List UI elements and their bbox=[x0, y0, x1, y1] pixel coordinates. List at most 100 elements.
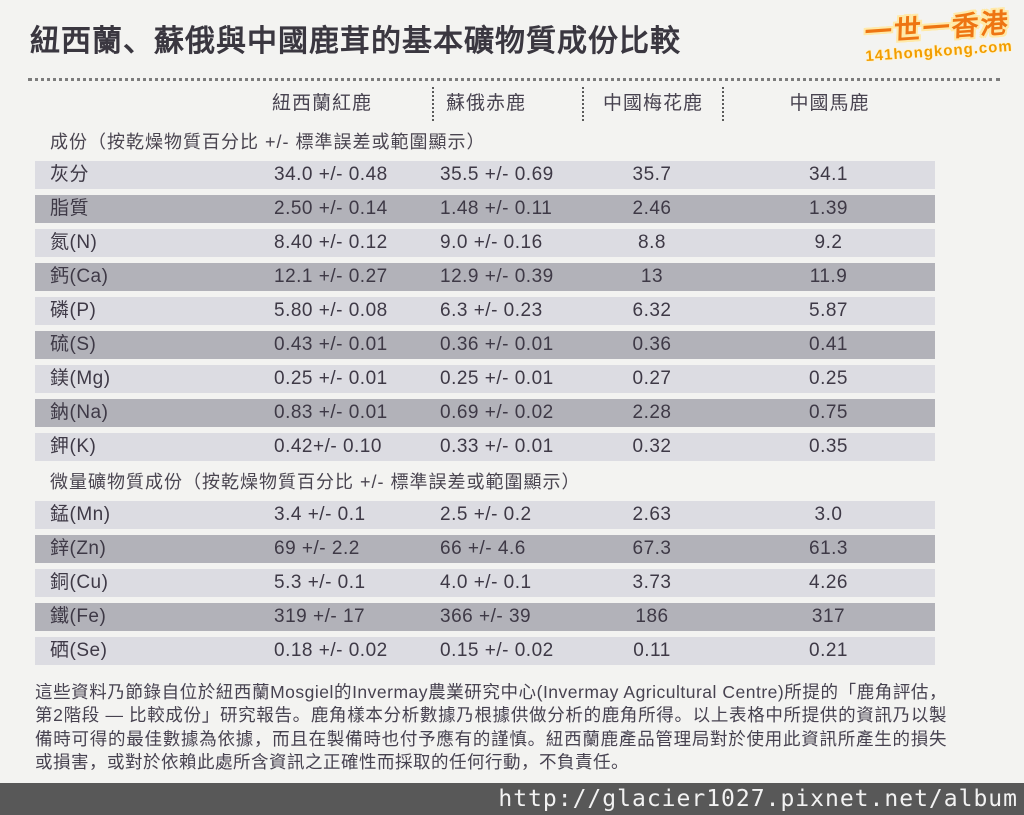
value-soviet-red-deer: 0.33 +/- 0.01 bbox=[440, 436, 554, 457]
table-row: 鋅(Zn) 69 +/- 2.2 66 +/- 4.6 67.3 61.3 bbox=[35, 535, 935, 563]
column-header-spacer bbox=[35, 87, 272, 121]
value-china-sika-deer: 35.7 bbox=[632, 164, 672, 185]
row-label: 鉀(K) bbox=[50, 436, 97, 457]
value-china-wapiti: 3.0 bbox=[814, 504, 843, 525]
value-soviet-red-deer: 4.0 +/- 0.1 bbox=[440, 572, 532, 593]
value-china-sika-deer: 0.32 bbox=[632, 436, 672, 457]
value-china-sika-deer: 2.46 bbox=[632, 198, 672, 219]
table-sections: 成份（按乾燥物質百分比 +/- 標準誤差或範圍顯示） 灰分 34.0 +/- 0… bbox=[0, 129, 1024, 665]
section-header: 微量礦物質成份（按乾燥物質百分比 +/- 標準誤差或範圍顯示） bbox=[50, 472, 581, 492]
value-nz-red-deer: 0.43 +/- 0.01 bbox=[274, 334, 388, 355]
value-nz-red-deer: 12.1 +/- 0.27 bbox=[274, 266, 388, 287]
value-china-sika-deer: 13 bbox=[640, 266, 664, 287]
url-watermark-bar: http://glacier1027.pixnet.net/album bbox=[0, 783, 1024, 815]
section-rows: 灰分 34.0 +/- 0.48 35.5 +/- 0.69 35.7 34.1… bbox=[35, 161, 935, 461]
value-china-sika-deer: 0.27 bbox=[632, 368, 672, 389]
value-soviet-red-deer: 66 +/- 4.6 bbox=[440, 538, 526, 559]
value-china-sika-deer: 67.3 bbox=[632, 538, 672, 559]
value-china-sika-deer: 6.32 bbox=[632, 300, 672, 321]
value-soviet-red-deer: 0.15 +/- 0.02 bbox=[440, 640, 554, 661]
value-nz-red-deer: 34.0 +/- 0.48 bbox=[274, 164, 388, 185]
table-row: 鎂(Mg) 0.25 +/- 0.01 0.25 +/- 0.01 0.27 0… bbox=[35, 365, 935, 393]
value-soviet-red-deer: 9.0 +/- 0.16 bbox=[440, 232, 543, 253]
row-label: 鈉(Na) bbox=[50, 402, 109, 423]
table-row: 錳(Mn) 3.4 +/- 0.1 2.5 +/- 0.2 2.63 3.0 bbox=[35, 501, 935, 529]
section-header: 成份（按乾燥物質百分比 +/- 標準誤差或範圍顯示） bbox=[50, 132, 486, 152]
row-label: 錳(Mn) bbox=[50, 504, 111, 525]
section-rows: 錳(Mn) 3.4 +/- 0.1 2.5 +/- 0.2 2.63 3.0 鋅… bbox=[35, 501, 935, 665]
table-row: 鉀(K) 0.42+/- 0.10 0.33 +/- 0.01 0.32 0.3… bbox=[35, 433, 935, 461]
value-nz-red-deer: 0.25 +/- 0.01 bbox=[274, 368, 388, 389]
value-china-wapiti: 0.41 bbox=[809, 334, 848, 355]
table-row: 氮(N) 8.40 +/- 0.12 9.0 +/- 0.16 8.8 9.2 bbox=[35, 229, 935, 257]
value-soviet-red-deer: 12.9 +/- 0.39 bbox=[440, 266, 554, 287]
value-china-sika-deer: 2.28 bbox=[632, 402, 672, 423]
value-nz-red-deer: 0.83 +/- 0.01 bbox=[274, 402, 388, 423]
page-title: 紐西蘭、蘇俄與中國鹿茸的基本礦物質成份比較 bbox=[30, 25, 681, 58]
url-watermark-text: http://glacier1027.pixnet.net/album bbox=[498, 786, 1018, 812]
dotted-divider bbox=[28, 78, 1000, 81]
value-china-wapiti: 61.3 bbox=[809, 538, 848, 559]
table-row: 硫(S) 0.43 +/- 0.01 0.36 +/- 0.01 0.36 0.… bbox=[35, 331, 935, 359]
column-header-china-wapiti: 中國馬鹿 bbox=[722, 87, 935, 121]
value-nz-red-deer: 69 +/- 2.2 bbox=[274, 538, 360, 559]
table-row: 鐵(Fe) 319 +/- 17 366 +/- 39 186 317 bbox=[35, 603, 935, 631]
row-label: 硫(S) bbox=[50, 334, 97, 355]
value-soviet-red-deer: 366 +/- 39 bbox=[440, 606, 532, 627]
value-soviet-red-deer: 0.25 +/- 0.01 bbox=[440, 368, 554, 389]
value-china-sika-deer: 2.63 bbox=[632, 504, 672, 525]
value-china-wapiti: 0.25 bbox=[809, 368, 848, 389]
row-label: 鐵(Fe) bbox=[50, 606, 107, 627]
value-china-wapiti: 9.2 bbox=[814, 232, 843, 253]
value-soviet-red-deer: 6.3 +/- 0.23 bbox=[440, 300, 543, 321]
disclaimer-text: 這些資料乃節錄自位於紐西蘭Mosgiel的Invermay農業研究中心(Inve… bbox=[35, 682, 947, 772]
value-soviet-red-deer: 35.5 +/- 0.69 bbox=[440, 164, 554, 185]
table-row: 銅(Cu) 5.3 +/- 0.1 4.0 +/- 0.1 3.73 4.26 bbox=[35, 569, 935, 597]
value-soviet-red-deer: 2.5 +/- 0.2 bbox=[440, 504, 532, 525]
value-china-sika-deer: 8.8 bbox=[638, 232, 666, 253]
value-china-sika-deer: 186 bbox=[635, 606, 669, 627]
table-row: 硒(Se) 0.18 +/- 0.02 0.15 +/- 0.02 0.11 0… bbox=[35, 637, 935, 665]
row-label: 銅(Cu) bbox=[50, 572, 109, 593]
row-label: 灰分 bbox=[50, 164, 90, 185]
column-header-nz-red-deer: 紐西蘭紅鹿 bbox=[272, 93, 373, 114]
value-china-sika-deer: 3.73 bbox=[632, 572, 672, 593]
value-nz-red-deer: 0.42+/- 0.10 bbox=[274, 436, 382, 457]
value-nz-red-deer: 5.80 +/- 0.08 bbox=[274, 300, 388, 321]
value-nz-red-deer: 2.50 +/- 0.14 bbox=[274, 198, 388, 219]
value-china-sika-deer: 0.36 bbox=[632, 334, 672, 355]
value-soviet-red-deer: 0.69 +/- 0.02 bbox=[440, 402, 554, 423]
value-nz-red-deer: 0.18 +/- 0.02 bbox=[274, 640, 388, 661]
row-label: 氮(N) bbox=[50, 232, 98, 253]
table-row: 脂質 2.50 +/- 0.14 1.48 +/- 0.11 2.46 1.39 bbox=[35, 195, 935, 223]
value-china-wapiti: 1.39 bbox=[809, 198, 848, 219]
table-row: 鈣(Ca) 12.1 +/- 0.27 12.9 +/- 0.39 13 11.… bbox=[35, 263, 935, 291]
value-soviet-red-deer: 1.48 +/- 0.11 bbox=[440, 198, 553, 219]
table-section: 成份（按乾燥物質百分比 +/- 標準誤差或範圍顯示） 灰分 34.0 +/- 0… bbox=[0, 129, 1024, 461]
value-china-sika-deer: 0.11 bbox=[633, 640, 671, 661]
value-soviet-red-deer: 0.36 +/- 0.01 bbox=[440, 334, 554, 355]
row-label: 脂質 bbox=[50, 198, 90, 219]
value-china-wapiti: 34.1 bbox=[809, 164, 848, 185]
value-nz-red-deer: 319 +/- 17 bbox=[274, 606, 366, 627]
table-row: 灰分 34.0 +/- 0.48 35.5 +/- 0.69 35.7 34.1 bbox=[35, 161, 935, 189]
value-china-wapiti: 0.75 bbox=[809, 402, 848, 423]
141hongkong-watermark: 一世一香港 141hongkong.com bbox=[863, 1, 1014, 65]
row-label: 鎂(Mg) bbox=[50, 368, 111, 389]
value-china-wapiti: 4.26 bbox=[809, 572, 848, 593]
value-china-wapiti: 0.35 bbox=[809, 436, 848, 457]
value-nz-red-deer: 8.40 +/- 0.12 bbox=[274, 232, 388, 253]
table-section: 微量礦物質成份（按乾燥物質百分比 +/- 標準誤差或範圍顯示） 錳(Mn) 3.… bbox=[0, 469, 1024, 665]
value-nz-red-deer: 5.3 +/- 0.1 bbox=[274, 572, 366, 593]
column-header-china-sika-deer: 中國梅花鹿 bbox=[582, 87, 722, 121]
row-label: 硒(Se) bbox=[50, 640, 108, 661]
row-label: 鋅(Zn) bbox=[50, 538, 107, 559]
table-row: 磷(P) 5.80 +/- 0.08 6.3 +/- 0.23 6.32 5.8… bbox=[35, 297, 935, 325]
table-row: 鈉(Na) 0.83 +/- 0.01 0.69 +/- 0.02 2.28 0… bbox=[35, 399, 935, 427]
column-header-row: 紐西蘭紅鹿 蘇俄赤鹿 中國梅花鹿 中國馬鹿 bbox=[35, 87, 935, 121]
value-china-wapiti: 5.87 bbox=[809, 300, 848, 321]
value-china-wapiti: 11.9 bbox=[809, 266, 848, 287]
row-label: 鈣(Ca) bbox=[50, 266, 109, 287]
row-label: 磷(P) bbox=[50, 300, 97, 321]
